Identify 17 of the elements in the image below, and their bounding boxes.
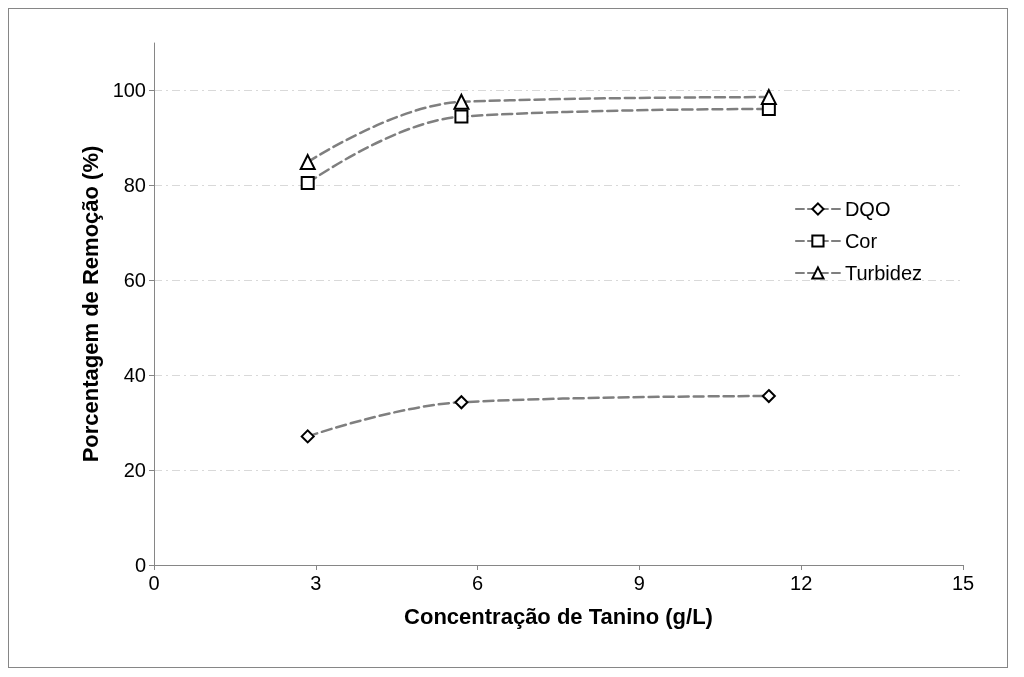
x-tick-label: 0 [148, 572, 160, 594]
x-tick-label: 12 [790, 572, 813, 594]
legend-label: Cor [844, 230, 878, 252]
y-tick-label: 40 [123, 364, 146, 387]
y-tick-label: 100 [112, 79, 146, 102]
x-axis-title: Concentração de Tanino (g/L) [404, 603, 713, 629]
legend-label: DQO [844, 198, 891, 220]
y-tick-label: 60 [123, 269, 146, 292]
x-tick-label: 15 [951, 572, 975, 594]
y-axis-title: Porcentagem de Remoção (%) [78, 145, 104, 463]
legend-label: Turbidez [844, 262, 923, 284]
x-tick-label: 6 [472, 572, 484, 594]
y-tick-label: 80 [123, 174, 146, 197]
y-tick-label: 0 [134, 554, 146, 576]
x-tick-label: 9 [633, 572, 645, 594]
y-tick-label: 20 [123, 459, 146, 482]
x-tick-label: 3 [310, 572, 322, 594]
